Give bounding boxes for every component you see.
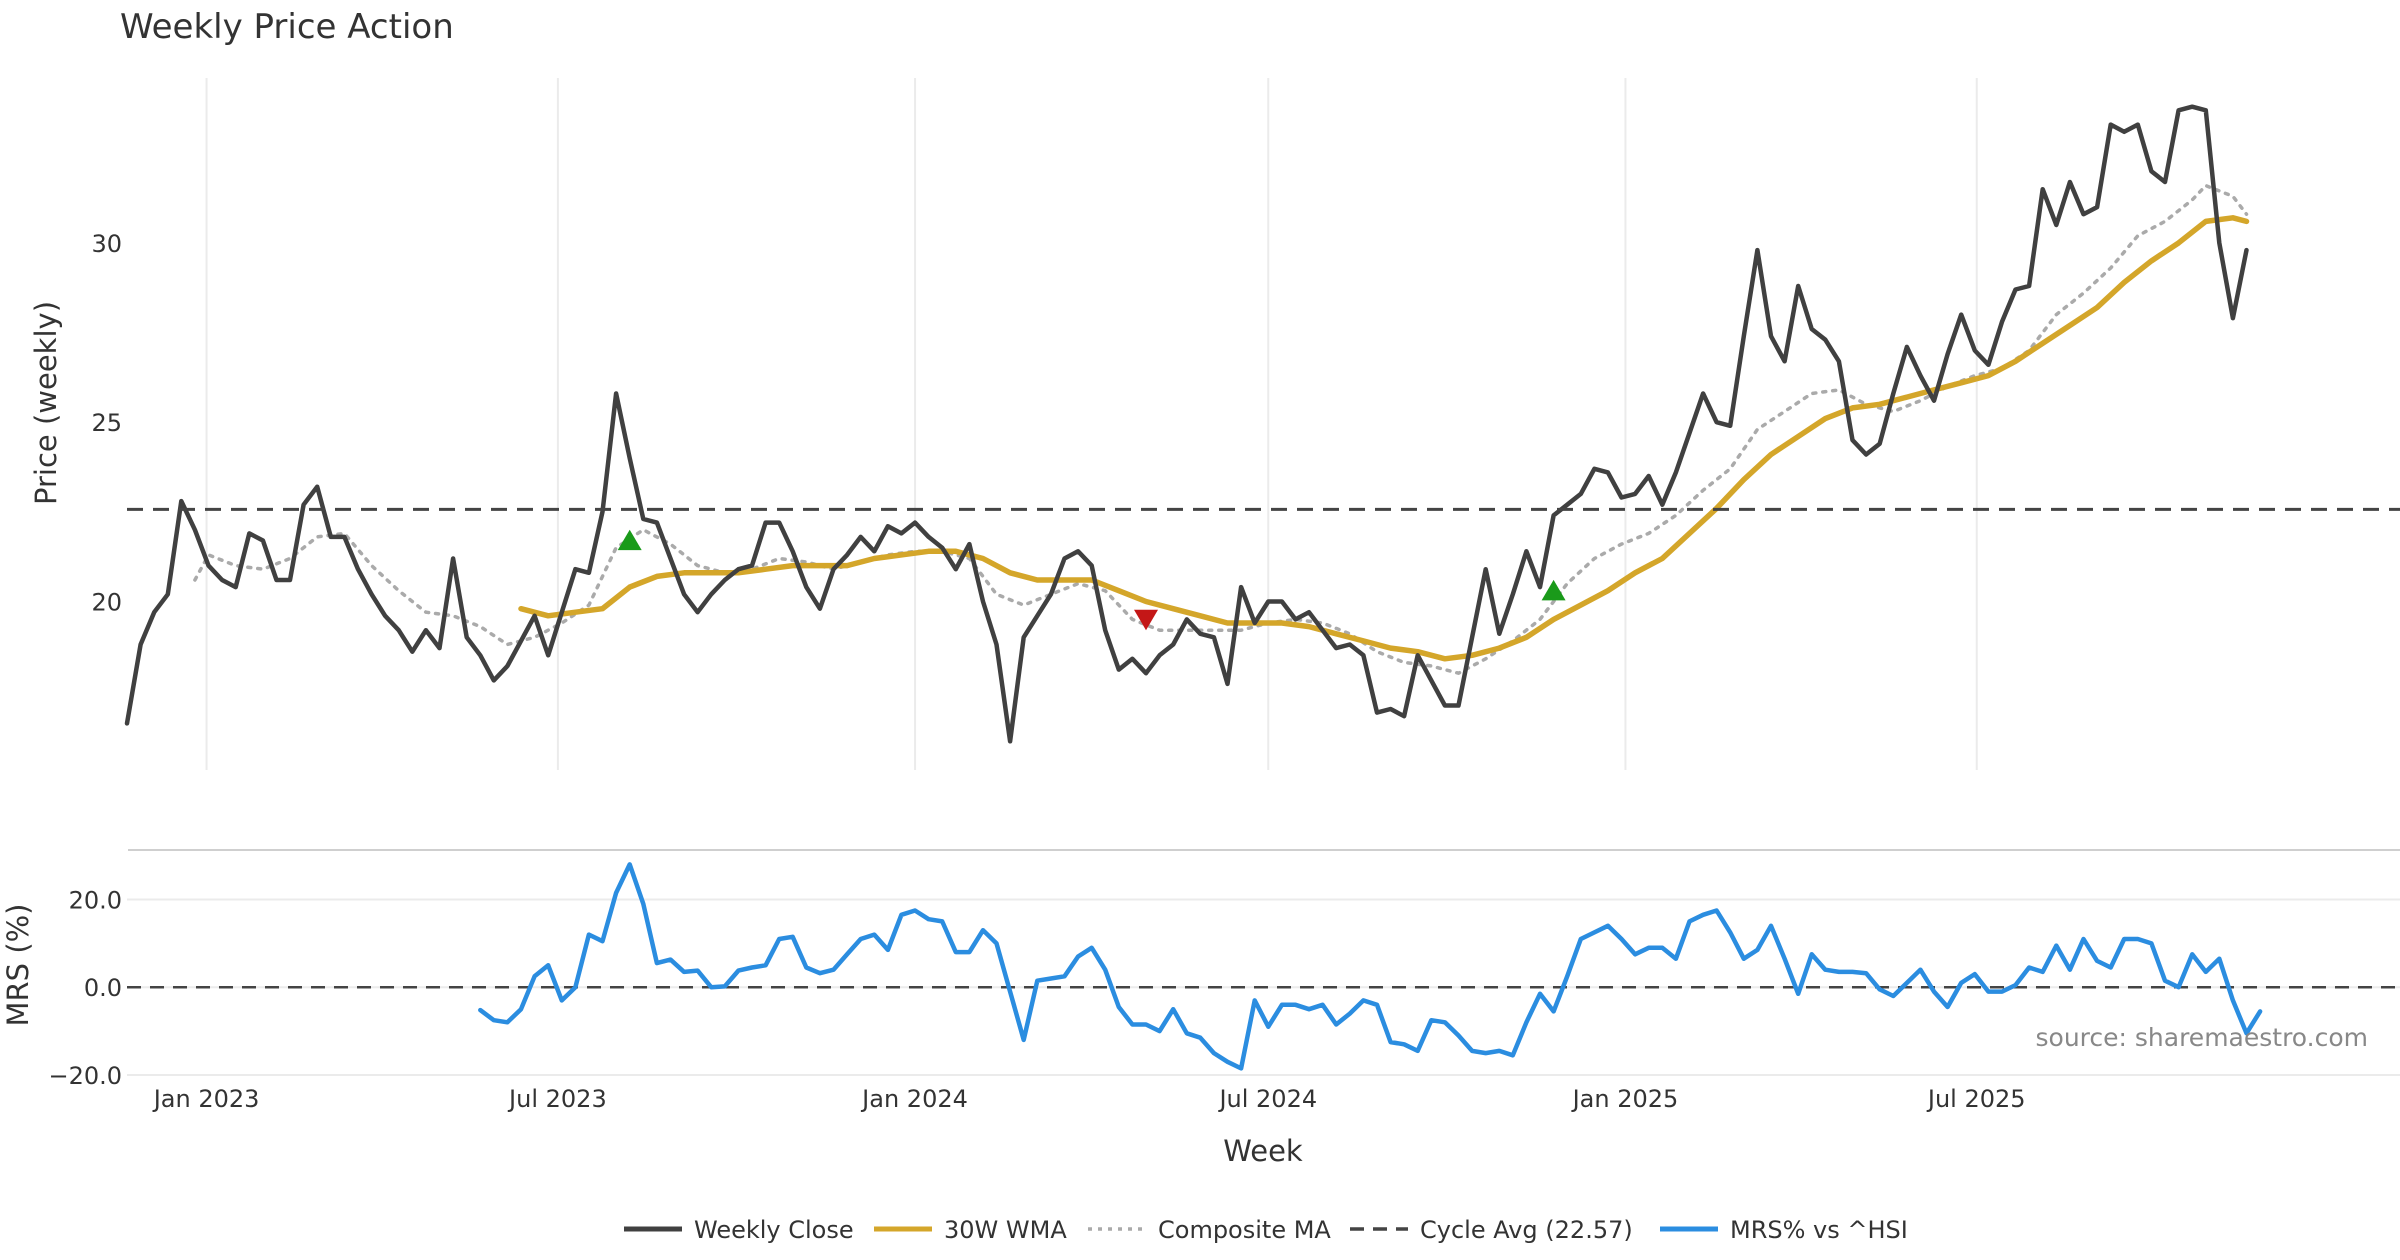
chart-title: Weekly Price Action [120,7,454,47]
x-tick-label: Jul 2024 [1217,1085,1317,1113]
legend-label: Cycle Avg (22.57) [1420,1216,1633,1244]
price-y-tick-label: 20 [91,588,122,616]
sell-signal-marker [1134,609,1158,631]
chart-legend: Weekly Close 30W WMA Composite MA Cycle Avg… [624,1216,1908,1244]
composite-ma-line [193,183,2249,675]
x-tick-label: Jul 2023 [507,1085,607,1113]
x-tick-label: Jan 2023 [152,1085,260,1113]
price-y-tick-label: 30 [91,230,122,258]
legend-label: 30W WMA [944,1216,1067,1244]
axis-tick-labels: Jan 2023 Jul 2023 Jan 2024 Jul 2024 Jan 2025… [48,230,2025,1113]
x-tick-label: Jan 2025 [1571,1085,1679,1113]
x-tick-label: Jul 2025 [1926,1085,2026,1113]
source-annotation: source: sharemaestro.com [2036,1023,2369,1052]
price-gridlines [205,78,1978,770]
mrs-y-tick-label: 20.0 [69,886,122,914]
mrs-series-layer [127,862,2400,1071]
price-series-layer [124,104,2400,744]
x-tick-label: Jan 2024 [860,1085,968,1113]
mrs-y-axis-label: MRS (%) [1,904,35,1027]
price-y-axis-label: Price (weekly) [29,301,63,505]
signal-markers [617,529,1566,631]
mrs-y-tick-label: 0.0 [84,974,122,1002]
x-axis-label: Week [1223,1134,1303,1168]
price-y-tick-label: 25 [91,409,122,437]
buy-signal-marker [617,529,642,551]
wma-30w-line [518,215,2250,662]
weekly-close-line [124,104,2249,744]
mrs-y-tick-label: −20.0 [48,1062,122,1090]
mrs-line [478,862,2263,1071]
legend-label: Weekly Close [694,1216,854,1244]
legend-label: MRS% vs ^HSI [1730,1216,1908,1244]
legend-label: Composite MA [1158,1216,1331,1244]
buy-signal-marker [1541,579,1566,601]
